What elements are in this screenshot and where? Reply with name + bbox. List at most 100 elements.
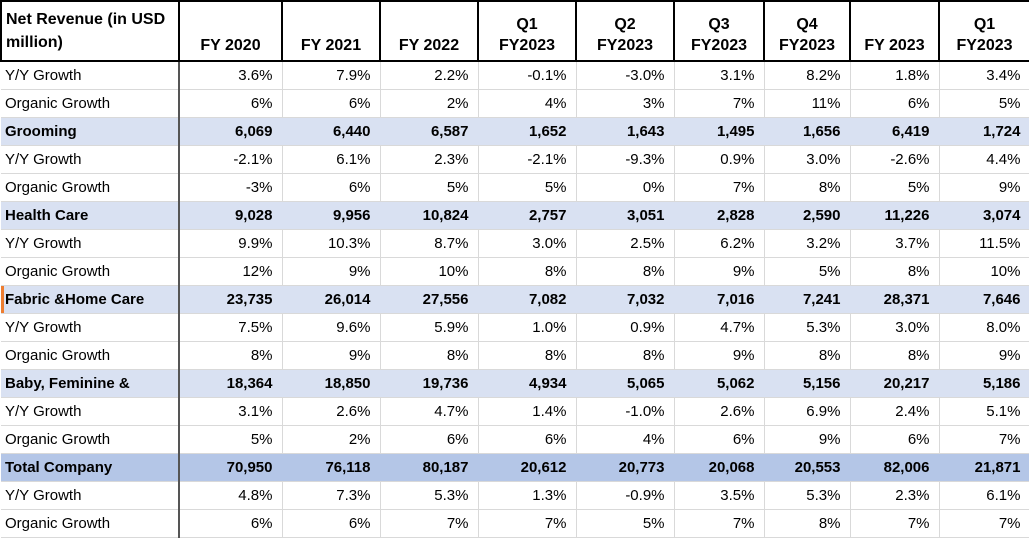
value-cell[interactable]: 3.5% [673,480,765,510]
value-cell[interactable]: 3% [575,88,675,118]
value-cell[interactable]: 82,006 [849,452,940,482]
value-cell[interactable]: 1,724 [938,116,1029,146]
value-cell[interactable]: 7.3% [281,480,381,510]
value-cell[interactable]: 6% [281,88,381,118]
value-cell[interactable]: 9% [281,256,381,286]
value-cell[interactable]: 2% [281,424,381,454]
value-cell[interactable]: -2.6% [849,144,940,174]
value-cell[interactable]: 26,014 [281,284,381,314]
value-cell[interactable]: 2.3% [849,480,940,510]
value-cell[interactable]: 5,065 [575,368,675,398]
row-label-cell[interactable]: Organic Growth [1,508,180,538]
value-cell[interactable]: 8% [379,340,479,370]
value-cell[interactable]: 9% [938,172,1029,202]
row-label-cell[interactable]: Y/Y Growth [1,228,180,258]
value-cell[interactable]: 6.9% [763,396,851,426]
column-header[interactable]: Q1 FY2023 [938,0,1029,62]
value-cell[interactable]: 3.1% [673,60,765,90]
row-label-cell[interactable]: Y/Y Growth [1,144,180,174]
value-cell[interactable]: 20,612 [477,452,577,482]
value-cell[interactable]: 6% [379,424,479,454]
value-cell[interactable]: 4,934 [477,368,577,398]
value-cell[interactable]: 0.9% [575,312,675,342]
column-header[interactable]: Q1 FY2023 [477,0,577,62]
value-cell[interactable]: 3.1% [178,396,283,426]
value-cell[interactable]: 11,226 [849,200,940,230]
value-cell[interactable]: 8% [575,256,675,286]
value-cell[interactable]: 1.8% [849,60,940,90]
value-cell[interactable]: 7,646 [938,284,1029,314]
value-cell[interactable]: 9% [281,340,381,370]
value-cell[interactable]: 8% [575,340,675,370]
value-cell[interactable]: 7% [379,508,479,538]
value-cell[interactable]: 3,051 [575,200,675,230]
value-cell[interactable]: 2.4% [849,396,940,426]
value-cell[interactable]: 5.3% [379,480,479,510]
value-cell[interactable]: 8% [178,340,283,370]
value-cell[interactable]: 8.0% [938,312,1029,342]
value-cell[interactable]: 2.3% [379,144,479,174]
value-cell[interactable]: 6.2% [673,228,765,258]
value-cell[interactable]: 80,187 [379,452,479,482]
value-cell[interactable]: 6% [849,88,940,118]
value-cell[interactable]: 5.3% [763,480,851,510]
value-cell[interactable]: 10.3% [281,228,381,258]
value-cell[interactable]: -2.1% [178,144,283,174]
row-label-cell[interactable]: Baby, Feminine & [1,368,180,398]
value-cell[interactable]: 7% [673,508,765,538]
column-header[interactable]: Q2 FY2023 [575,0,675,62]
row-label-cell[interactable]: Organic Growth [1,256,180,286]
row-label-cell[interactable]: Y/Y Growth [1,396,180,426]
value-cell[interactable]: 5% [849,172,940,202]
row-label-cell[interactable]: Health Care [1,200,180,230]
value-cell[interactable]: 8% [849,256,940,286]
value-cell[interactable]: 3.7% [849,228,940,258]
value-cell[interactable]: 1,643 [575,116,675,146]
value-cell[interactable]: 5% [575,508,675,538]
value-cell[interactable]: 8% [477,256,577,286]
value-cell[interactable]: 9,956 [281,200,381,230]
value-cell[interactable]: 2% [379,88,479,118]
value-cell[interactable]: 6,419 [849,116,940,146]
value-cell[interactable]: 20,217 [849,368,940,398]
value-cell[interactable]: 12% [178,256,283,286]
row-label-cell[interactable]: Y/Y Growth [1,60,180,90]
table-title-cell[interactable]: Net Revenue (in USD million) [0,0,180,62]
value-cell[interactable]: 5,156 [763,368,851,398]
value-cell[interactable]: 7% [938,424,1029,454]
value-cell[interactable]: 4% [575,424,675,454]
value-cell[interactable]: -1.0% [575,396,675,426]
value-cell[interactable]: 11.5% [938,228,1029,258]
value-cell[interactable]: 8% [477,340,577,370]
row-label-cell[interactable]: Grooming [1,116,180,146]
value-cell[interactable]: 9% [673,256,765,286]
value-cell[interactable]: 7,016 [673,284,765,314]
value-cell[interactable]: 21,871 [938,452,1029,482]
value-cell[interactable]: 5.3% [763,312,851,342]
value-cell[interactable]: 4.7% [379,396,479,426]
value-cell[interactable]: 20,068 [673,452,765,482]
value-cell[interactable]: -0.9% [575,480,675,510]
value-cell[interactable]: 8% [849,340,940,370]
value-cell[interactable]: 6,440 [281,116,381,146]
value-cell[interactable]: 3.6% [178,60,283,90]
value-cell[interactable]: 2.5% [575,228,675,258]
row-label-cell[interactable]: Organic Growth [1,424,180,454]
value-cell[interactable]: 5% [379,172,479,202]
value-cell[interactable]: 7,032 [575,284,675,314]
value-cell[interactable]: 2,828 [673,200,765,230]
row-label-cell[interactable]: Organic Growth [1,340,180,370]
value-cell[interactable]: 2.6% [281,396,381,426]
value-cell[interactable]: 5% [178,424,283,454]
value-cell[interactable]: 20,773 [575,452,675,482]
value-cell[interactable]: 1.4% [477,396,577,426]
value-cell[interactable]: 3.0% [477,228,577,258]
value-cell[interactable]: 1,652 [477,116,577,146]
value-cell[interactable]: 2.2% [379,60,479,90]
value-cell[interactable]: 3.0% [849,312,940,342]
value-cell[interactable]: 7% [673,88,765,118]
row-label-cell[interactable]: Total Company [1,452,180,482]
value-cell[interactable]: 7% [938,508,1029,538]
value-cell[interactable]: 6% [281,172,381,202]
column-header[interactable]: FY 2022 [379,0,479,62]
